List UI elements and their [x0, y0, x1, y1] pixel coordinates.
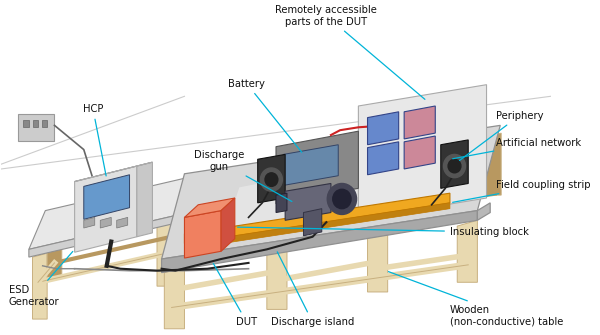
- Polygon shape: [221, 198, 235, 251]
- Polygon shape: [137, 162, 152, 237]
- Polygon shape: [157, 220, 172, 286]
- Text: Wooden
(non-conductive) table: Wooden (non-conductive) table: [388, 272, 563, 326]
- Polygon shape: [184, 193, 450, 244]
- Polygon shape: [47, 212, 62, 278]
- Polygon shape: [74, 162, 152, 182]
- Polygon shape: [478, 203, 490, 220]
- Text: Periphery: Periphery: [460, 111, 543, 160]
- Polygon shape: [358, 85, 487, 219]
- Polygon shape: [84, 175, 130, 219]
- Polygon shape: [276, 193, 287, 212]
- Text: Field coupling strip: Field coupling strip: [452, 181, 590, 202]
- Polygon shape: [404, 136, 435, 169]
- Circle shape: [327, 184, 356, 214]
- Circle shape: [448, 159, 461, 173]
- Polygon shape: [368, 112, 398, 145]
- Text: HCP: HCP: [83, 104, 106, 176]
- Polygon shape: [481, 133, 501, 195]
- Text: Artificial network: Artificial network: [452, 138, 581, 159]
- Text: DUT: DUT: [213, 263, 257, 327]
- Polygon shape: [368, 142, 398, 175]
- Polygon shape: [100, 217, 111, 228]
- Circle shape: [260, 168, 283, 191]
- Polygon shape: [184, 203, 450, 249]
- Polygon shape: [404, 106, 435, 139]
- Bar: [41, 120, 47, 127]
- Polygon shape: [164, 267, 184, 329]
- Text: Remotely accessible
parts of the DUT: Remotely accessible parts of the DUT: [275, 5, 425, 99]
- Polygon shape: [32, 253, 47, 319]
- Text: Discharge
gun: Discharge gun: [194, 150, 292, 201]
- Polygon shape: [184, 211, 221, 258]
- Polygon shape: [161, 211, 478, 273]
- Polygon shape: [29, 176, 196, 249]
- Bar: [18, 114, 55, 141]
- Text: ESD
Generator: ESD Generator: [9, 252, 73, 307]
- Polygon shape: [221, 145, 459, 242]
- Polygon shape: [457, 220, 478, 282]
- Polygon shape: [283, 145, 338, 185]
- Polygon shape: [161, 125, 500, 259]
- Polygon shape: [117, 217, 128, 228]
- Polygon shape: [177, 178, 192, 244]
- Bar: [32, 120, 38, 127]
- Polygon shape: [29, 214, 180, 257]
- Circle shape: [265, 173, 278, 186]
- Polygon shape: [276, 131, 358, 204]
- Polygon shape: [74, 166, 137, 252]
- Circle shape: [333, 189, 351, 209]
- Polygon shape: [304, 209, 322, 236]
- Text: Discharge island: Discharge island: [271, 252, 355, 327]
- Polygon shape: [84, 217, 95, 228]
- Polygon shape: [184, 198, 235, 217]
- Text: Insulating block: Insulating block: [238, 227, 529, 237]
- Text: Battery: Battery: [228, 78, 302, 152]
- Polygon shape: [441, 140, 468, 188]
- Polygon shape: [285, 184, 331, 220]
- Polygon shape: [368, 230, 388, 292]
- Bar: [23, 120, 29, 127]
- Polygon shape: [257, 154, 285, 203]
- Polygon shape: [186, 182, 206, 244]
- Polygon shape: [267, 248, 287, 310]
- Circle shape: [443, 154, 466, 178]
